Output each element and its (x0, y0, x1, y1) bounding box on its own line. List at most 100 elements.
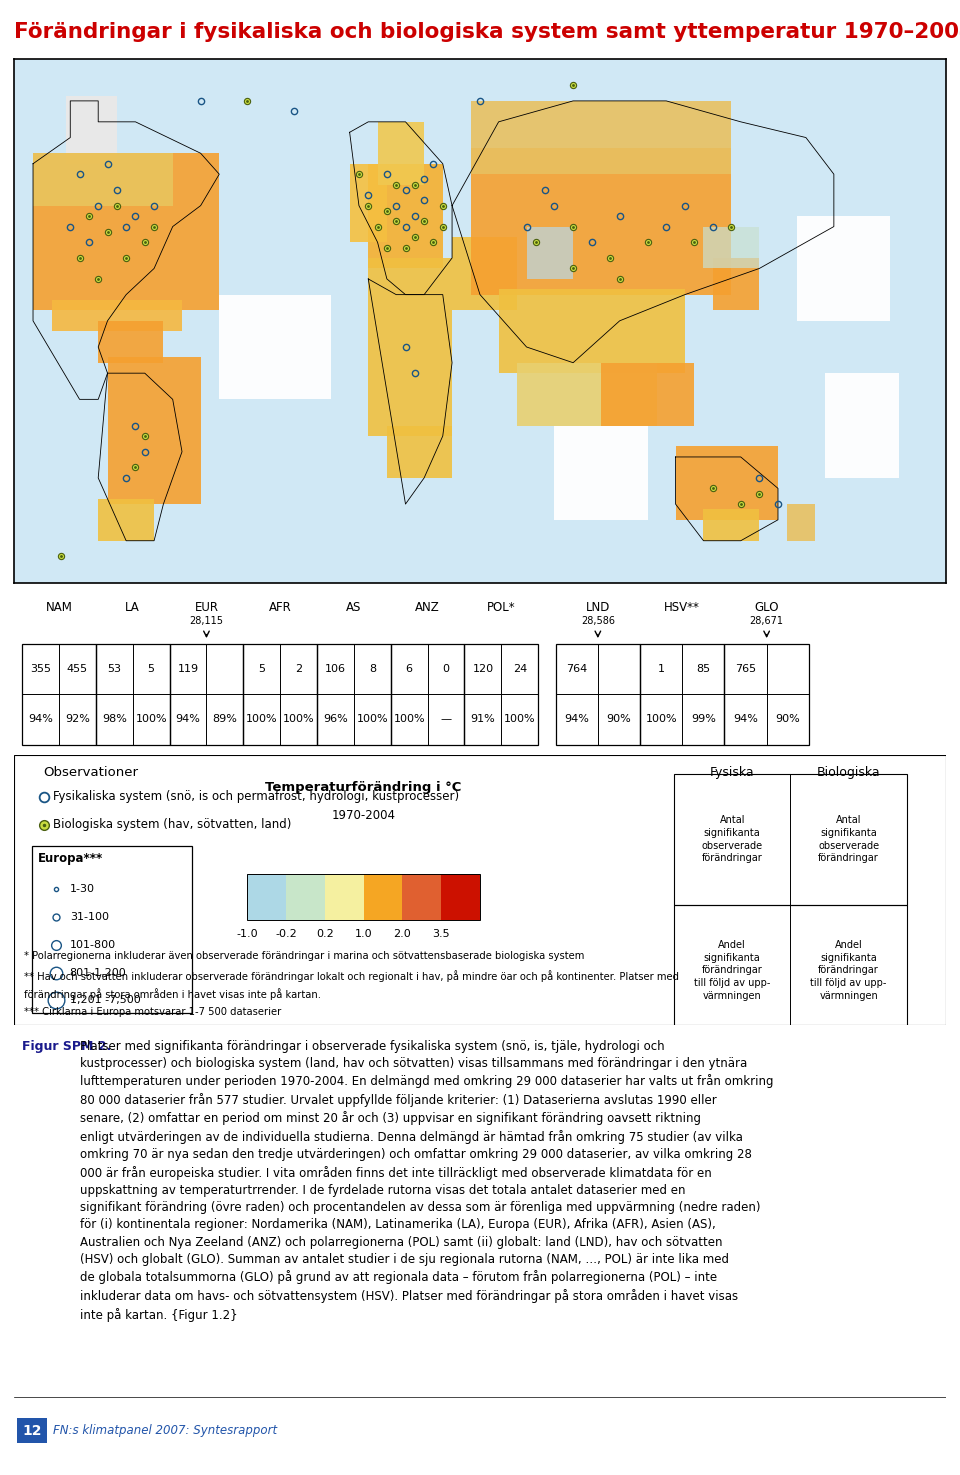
Text: 99%: 99% (691, 714, 716, 724)
Bar (498, 289, 684, 373)
Text: EUR: EUR (195, 600, 219, 614)
Text: 764: 764 (566, 664, 588, 674)
Bar (517, 363, 657, 425)
Text: 765: 765 (735, 664, 756, 674)
Bar (555, 425, 648, 519)
Text: 100%: 100% (135, 714, 167, 724)
Text: 2.0: 2.0 (394, 929, 411, 940)
Bar (98, 320, 163, 363)
Text: 89%: 89% (212, 714, 237, 724)
Bar (248, 875, 286, 920)
Text: -0.2: -0.2 (276, 929, 297, 940)
Bar (387, 425, 452, 478)
Text: 91%: 91% (470, 714, 495, 724)
Bar (470, 100, 732, 174)
Bar (676, 447, 778, 519)
Text: HSV**: HSV** (664, 600, 700, 614)
Bar (349, 164, 387, 242)
Text: 0.2: 0.2 (316, 929, 334, 940)
Text: AFR: AFR (269, 600, 292, 614)
Bar (725, 645, 809, 745)
Text: 31-100: 31-100 (70, 912, 108, 922)
Text: förändringar på stora områden i havet visas inte på kartan.: förändringar på stora områden i havet vi… (24, 988, 321, 1000)
Text: 1-30: 1-30 (70, 885, 95, 894)
Bar (674, 774, 907, 904)
Bar (391, 645, 465, 745)
Text: -1.0: -1.0 (236, 929, 258, 940)
Text: 90%: 90% (607, 714, 632, 724)
Bar (704, 509, 759, 541)
Text: Andel
signifikanta
förändringar
till följd av upp-
värmningen: Andel signifikanta förändringar till föl… (810, 940, 887, 1002)
Text: AS: AS (347, 600, 362, 614)
Text: 96%: 96% (324, 714, 348, 724)
Bar (324, 875, 364, 920)
Text: 8: 8 (369, 664, 376, 674)
Bar (248, 875, 480, 920)
Text: Fysiska: Fysiska (709, 766, 755, 779)
Bar (170, 645, 243, 745)
Text: NAM: NAM (45, 600, 72, 614)
Bar (601, 363, 694, 425)
Bar (442, 875, 480, 920)
Text: 801-1,200: 801-1,200 (70, 968, 127, 978)
Bar (219, 295, 331, 400)
Text: Observationer: Observationer (43, 766, 138, 779)
Text: 2: 2 (295, 664, 302, 674)
Text: Antal
signifikanta
observerade
förändringar: Antal signifikanta observerade förändrin… (702, 816, 763, 863)
Text: 100%: 100% (504, 714, 536, 724)
Text: 90%: 90% (776, 714, 800, 724)
Bar (243, 645, 317, 745)
Text: 94%: 94% (564, 714, 589, 724)
Text: POL*: POL* (487, 600, 516, 614)
Text: 355: 355 (30, 664, 51, 674)
Bar (364, 875, 402, 920)
Text: 92%: 92% (65, 714, 90, 724)
Bar (369, 164, 443, 268)
Text: 1: 1 (658, 664, 664, 674)
Bar (65, 96, 117, 164)
Text: Figur SPM 2.: Figur SPM 2. (22, 1040, 111, 1053)
Text: 106: 106 (325, 664, 346, 674)
Text: 85: 85 (696, 664, 710, 674)
Bar (402, 875, 442, 920)
Text: 98%: 98% (102, 714, 127, 724)
Text: 5: 5 (148, 664, 155, 674)
Text: Förändringar i fysikaliska och biologiska system samt yttemperatur 1970–2004: Förändringar i fysikaliska och biologisk… (14, 22, 960, 41)
Text: ** Hav och sötvatten inkluderar observerade förändringar lokalt och regionalt i : ** Hav och sötvatten inkluderar observer… (24, 969, 679, 981)
Text: 28,115: 28,115 (189, 617, 224, 627)
Bar (787, 504, 815, 541)
Text: 100%: 100% (246, 714, 277, 724)
Text: 100%: 100% (645, 714, 677, 724)
Text: 53: 53 (108, 664, 121, 674)
Text: 101-800: 101-800 (70, 940, 116, 950)
Bar (33, 153, 219, 310)
Bar (369, 258, 452, 437)
Text: FN:s klimatpanel 2007: Syntesrapport: FN:s klimatpanel 2007: Syntesrapport (53, 1425, 277, 1437)
Text: 100%: 100% (356, 714, 388, 724)
Bar (98, 499, 154, 541)
Text: 28,586: 28,586 (581, 617, 614, 627)
Bar (704, 227, 759, 268)
Text: 119: 119 (178, 664, 199, 674)
Bar (52, 299, 182, 332)
Bar (465, 645, 539, 745)
Bar (22, 645, 96, 745)
Bar (674, 904, 907, 1035)
Text: Europa***: Europa*** (37, 853, 103, 866)
Bar (286, 875, 324, 920)
Text: Biologiska system (hav, sötvatten, land): Biologiska system (hav, sötvatten, land) (53, 819, 292, 830)
Text: LA: LA (126, 600, 140, 614)
Text: 455: 455 (67, 664, 88, 674)
Bar (797, 215, 890, 320)
Text: 94%: 94% (176, 714, 201, 724)
Text: Antal
signifikanta
observerade
förändringar: Antal signifikanta observerade förändrin… (818, 816, 879, 863)
Text: 1.0: 1.0 (355, 929, 372, 940)
Text: 1970-2004: 1970-2004 (331, 810, 396, 822)
Bar (32, 847, 192, 1013)
Bar (33, 153, 173, 205)
Bar (317, 645, 391, 745)
Text: 0: 0 (443, 664, 449, 674)
Bar (556, 645, 640, 745)
Text: 120: 120 (472, 664, 493, 674)
Text: 100%: 100% (283, 714, 315, 724)
